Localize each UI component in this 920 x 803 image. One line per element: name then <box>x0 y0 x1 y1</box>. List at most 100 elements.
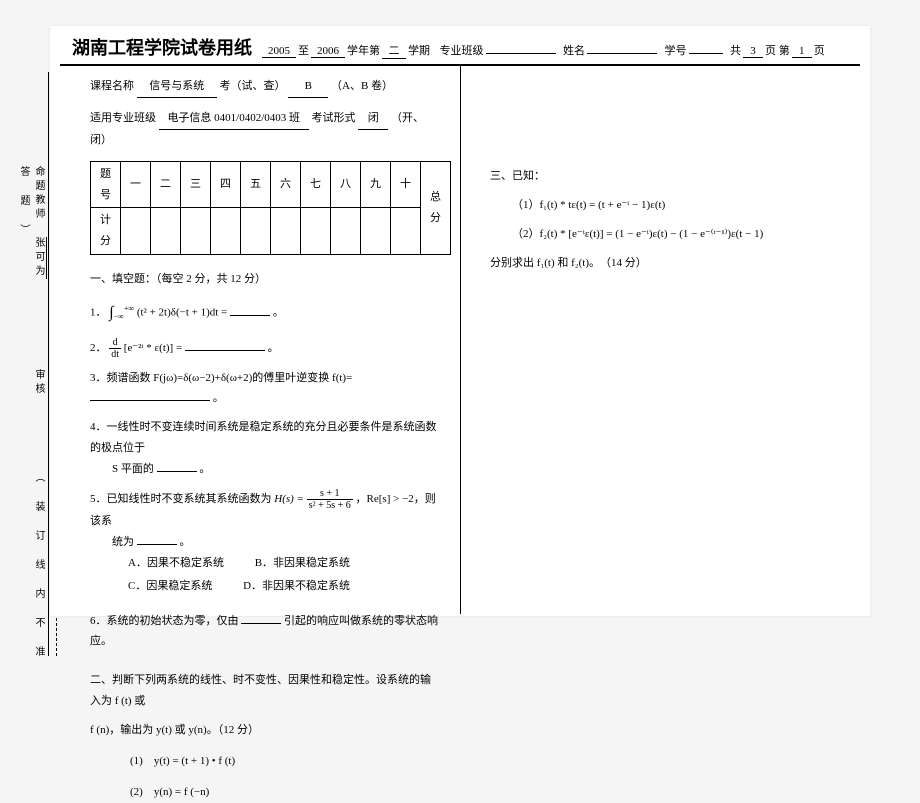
td-blank <box>241 208 271 255</box>
id-label: 学号 <box>665 42 687 58</box>
q1-end: 。 <box>273 307 284 319</box>
td-blank <box>181 208 211 255</box>
q2-blank <box>185 350 265 351</box>
course-row: 课程名称 信号与系统 考（试、查） B （A、B 卷） <box>90 76 440 98</box>
q3-blank <box>90 400 210 401</box>
major-label: 专业班级 <box>440 42 484 58</box>
q2-prefix: 2． <box>90 342 107 354</box>
opt-c: C．因果稳定系统 <box>128 576 212 597</box>
name-blank <box>587 53 657 54</box>
year-from: 2005 <box>262 45 296 58</box>
td-blank <box>271 208 301 255</box>
q4-line2: S 平面的 <box>90 463 154 475</box>
apply-value: 电子信息 0401/0402/0403 班 <box>159 108 309 130</box>
left-column: 课程名称 信号与系统 考（试、查） B （A、B 卷） 适用专业班级 电子信息 … <box>60 66 460 614</box>
th-num: 四 <box>211 161 241 208</box>
q5-end: 。 <box>180 536 191 548</box>
course-name: 信号与系统 <box>137 76 217 98</box>
q3-end: 。 <box>213 392 224 404</box>
q5-options: A．因果不稳定系统 B．非因果稳定系统 C．因果稳定系统 D．非因果不稳定系统 <box>90 553 440 599</box>
question-5: 5．已知线性时不变系统其系统函数为 H(s) = s + 1 s² + 5s +… <box>90 488 440 599</box>
year-to: 2006 <box>311 45 345 58</box>
th-score: 计分 <box>91 208 121 255</box>
right-column: 三、已知： （1）f₁(t) * tε(t) = (t + e⁻ᵗ − 1)ε(… <box>460 66 860 614</box>
q4-blank <box>157 471 197 472</box>
question-2: 2． d dt [e⁻²ᵗ * ε(t)] = 。 <box>90 337 440 360</box>
th-num: 二 <box>151 161 181 208</box>
apply-label: 适用专业班级 <box>90 112 156 124</box>
q4-line1: 4．一线性时不变连续时间系统是稳定系统的充分且必要条件是系统函数的极点位于 <box>90 421 437 454</box>
exam-type-label: 考（试、查） <box>220 80 286 92</box>
pages-prefix: 共 <box>730 42 741 58</box>
th-num: 九 <box>361 161 391 208</box>
s3-q1: （1）f₁(t) * tε(t) = (t + e⁻ᵗ − 1)ε(t) <box>490 195 840 216</box>
q2-body: [e⁻²ᵗ * ε(t)] = <box>124 342 185 354</box>
int-lower: −∞ <box>114 312 124 321</box>
q5a: 5．已知线性时不变系统其系统函数为 <box>90 493 274 505</box>
s2-q1: (1) y(t) = (t + 1) • f (t) <box>90 751 440 772</box>
q1-body: (t² + 2t)δ(−t + 1)dt = <box>137 307 230 319</box>
section2-title-b: f (n)，输出为 y(t) 或 y(n)。（12 分） <box>90 720 440 741</box>
td-blank <box>391 208 421 255</box>
hs-fraction: s + 1 s² + 5s + 6 <box>307 488 353 511</box>
q5-hs: H(s) = <box>274 493 304 505</box>
paper-code: B <box>288 76 328 98</box>
hs-den: s² + 5s + 6 <box>307 500 353 511</box>
semester: 二 <box>382 42 406 59</box>
td-blank <box>211 208 241 255</box>
pages-total: 3 <box>743 45 763 58</box>
pages-suffix: 页 <box>814 42 825 58</box>
opt-d: D．非因果不稳定系统 <box>243 576 350 597</box>
pages-mid: 页 第 <box>765 42 790 58</box>
binding-review-label: 审核 <box>33 369 44 397</box>
q1-prefix: 1． <box>90 307 107 319</box>
th-label: 题号 <box>91 161 121 208</box>
td-blank <box>361 208 391 255</box>
q2-end: 。 <box>268 342 279 354</box>
form-value: 闭 <box>358 108 388 130</box>
binding-text: 命题教师 张可为 审核 （ 装 订 线 内 不 准 答 题 ） <box>26 166 46 668</box>
xq-label: 学期 <box>408 42 430 58</box>
ddt-fraction: d dt <box>109 337 121 360</box>
th-num: 五 <box>241 161 271 208</box>
s3-q3: 分别求出 f₁(t) 和 f₂(t)。 （14 分） <box>490 253 840 274</box>
column-divider <box>460 66 461 614</box>
header: 湖南工程学院试卷用纸 2005 至 2006 学年第 二 学期 专业班级 姓名 … <box>60 26 860 66</box>
opt-a: A．因果不稳定系统 <box>128 553 224 574</box>
question-4: 4．一线性时不变连续时间系统是稳定系统的充分且必要条件是系统函数的极点位于 S … <box>90 417 440 480</box>
binding-line <box>48 72 49 656</box>
paper-ab: （A、B 卷） <box>331 80 393 92</box>
section3-title: 三、已知： <box>490 166 840 187</box>
q5c: 统为 <box>90 536 134 548</box>
td-blank <box>151 208 181 255</box>
course-label: 课程名称 <box>90 80 134 92</box>
question-6: 6．系统的初始状态为零，仅由 引起的响应叫做系统的零状态响应。 <box>90 611 440 653</box>
th-num: 六 <box>271 161 301 208</box>
td-blank <box>331 208 361 255</box>
body: 课程名称 信号与系统 考（试、查） B （A、B 卷） 适用专业班级 电子信息 … <box>50 66 870 614</box>
question-3: 3．频谱函数 F(jω)=δ(ω−2)+δ(ω+2)的傅里叶逆变换 f(t)= … <box>90 368 440 410</box>
th-num: 一 <box>121 161 151 208</box>
s2-q2: (2) y(n) = f (−n) <box>90 782 440 803</box>
to-label: 至 <box>298 42 309 58</box>
score-table: 题号 一 二 三 四 五 六 七 八 九 十 总分 计分 <box>90 161 451 256</box>
th-num: 八 <box>331 161 361 208</box>
table-row: 计分 <box>91 208 451 255</box>
binding-teacher-label: 命题教师 <box>33 166 44 222</box>
q3-text: 3．频谱函数 F(jω)=δ(ω−2)+δ(ω+2)的傅里叶逆变换 f(t)= <box>90 372 352 384</box>
table-row: 题号 一 二 三 四 五 六 七 八 九 十 总分 <box>91 161 451 208</box>
td-blank <box>301 208 331 255</box>
form-label: 考试形式 <box>312 112 356 124</box>
th-num: 十 <box>391 161 421 208</box>
th-num: 七 <box>301 161 331 208</box>
q1-blank <box>230 315 270 316</box>
q5-blank <box>137 544 177 545</box>
q4-end: 。 <box>199 463 210 475</box>
id-blank <box>689 53 723 54</box>
q6-blank <box>241 623 281 624</box>
section2-title-a: 二、判断下列两系统的线性、时不变性、因果性和稳定性。设系统的输入为 f (t) … <box>90 670 440 712</box>
q6a: 6．系统的初始状态为零，仅由 <box>90 615 239 627</box>
apply-row: 适用专业班级 电子信息 0401/0402/0403 班 考试形式 闭 （开、闭… <box>90 108 440 151</box>
ddt-num: d <box>109 337 121 349</box>
major-blank <box>486 53 556 54</box>
